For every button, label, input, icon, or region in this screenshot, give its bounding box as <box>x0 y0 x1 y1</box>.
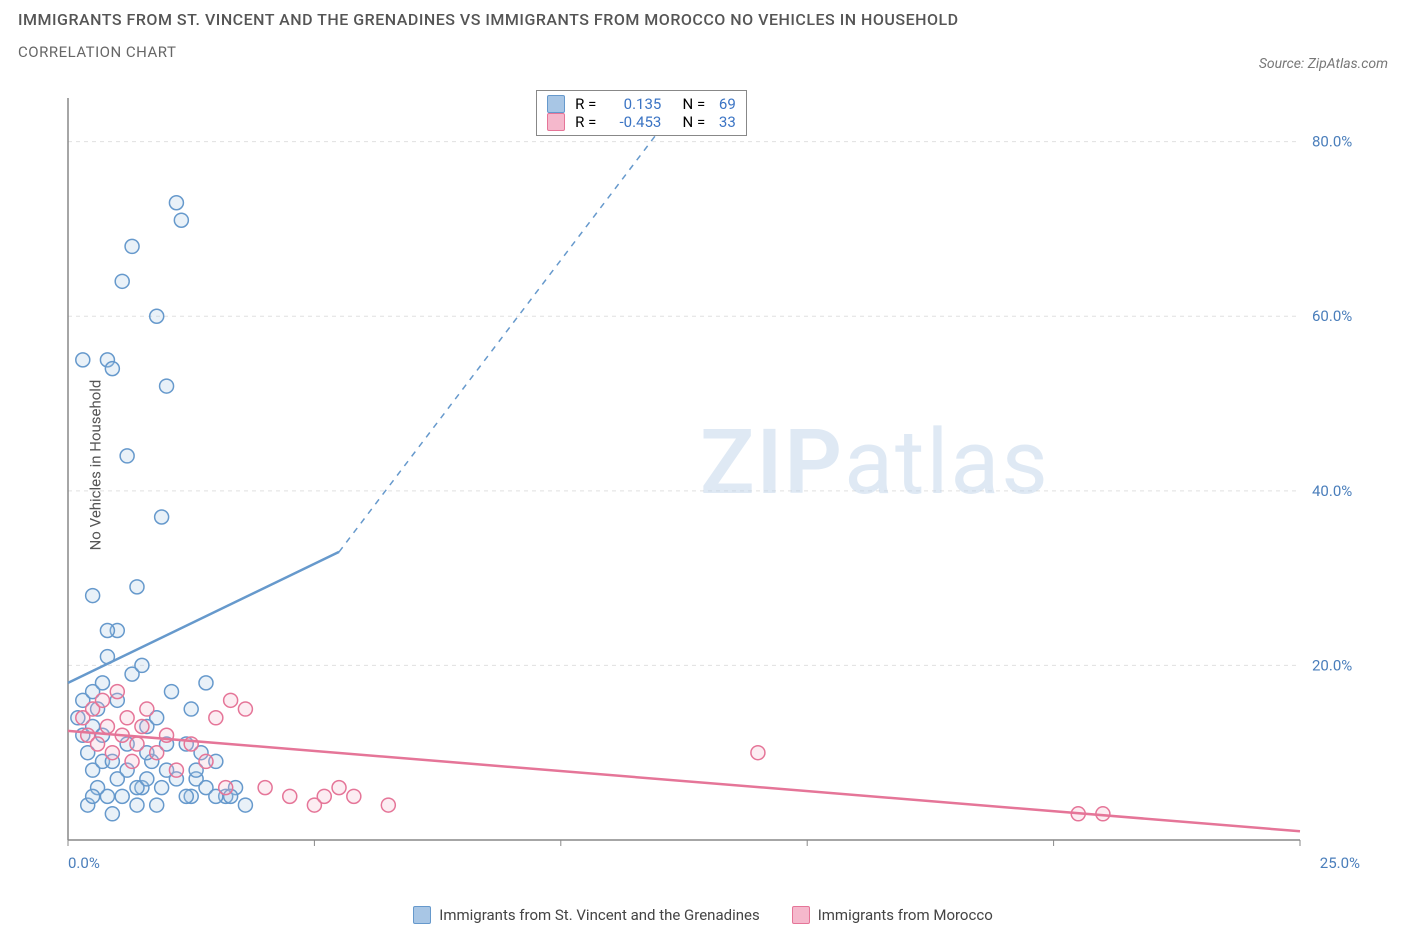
scatter-plot: 20.0% 40.0% 60.0% 80.0% 0.0% 25.0% <box>60 90 1380 880</box>
svg-text:25.0%: 25.0% <box>1320 854 1360 872</box>
legend-swatch <box>413 906 431 924</box>
svg-text:0.0%: 0.0% <box>68 854 100 872</box>
svg-text:60.0%: 60.0% <box>1312 307 1352 325</box>
svg-text:20.0%: 20.0% <box>1312 656 1352 674</box>
legend-label: Immigrants from St. Vincent and the Gren… <box>439 906 759 924</box>
legend-item: Immigrants from Morocco <box>792 906 993 924</box>
svg-text:40.0%: 40.0% <box>1312 482 1352 500</box>
correlation-legend: R =0.135 N = 69R =-0.453 N = 33 <box>536 90 747 136</box>
legend-row: R =0.135 N = 69 <box>547 95 736 113</box>
legend-label: Immigrants from Morocco <box>818 906 993 924</box>
series-legend: Immigrants from St. Vincent and the Gren… <box>0 906 1406 924</box>
page-title: IMMIGRANTS FROM ST. VINCENT AND THE GREN… <box>18 10 1388 29</box>
legend-swatch <box>547 113 565 131</box>
legend-row: R =-0.453 N = 33 <box>547 113 736 131</box>
legend-swatch <box>792 906 810 924</box>
source-attribution: Source: ZipAtlas.com <box>1259 56 1388 72</box>
subtitle: CORRELATION CHART <box>18 43 1388 61</box>
correlation-chart: 20.0%40.0%60.0%80.0%0.0%25.0% ZIPatlas R… <box>60 90 1380 880</box>
svg-text:80.0%: 80.0% <box>1312 133 1352 151</box>
legend-swatch <box>547 95 565 113</box>
legend-item: Immigrants from St. Vincent and the Gren… <box>413 906 759 924</box>
